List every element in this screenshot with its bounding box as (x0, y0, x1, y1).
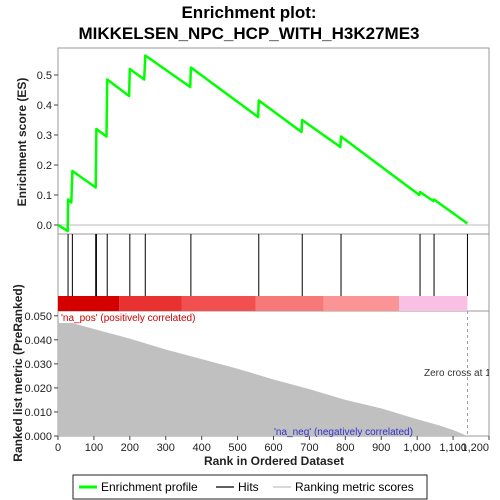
x-tick-label: 800 (336, 442, 354, 454)
legend-label-ranking-metric: Ranking metric scores (295, 480, 414, 494)
negative-correlation-annotation: 'na_neg' (negatively correlated) (274, 427, 413, 438)
x-tick-label: 400 (192, 442, 210, 454)
es-y-tick-label: 0.3 (37, 130, 52, 142)
es-y-tick-label: 0.4 (37, 100, 52, 112)
chart-title-line-1: Enrichment plot: (181, 3, 316, 22)
ranking-color-segment (255, 296, 324, 311)
metric-y-tick-label: 0.000 (24, 431, 52, 443)
es-y-tick-label: 0.5 (37, 70, 52, 82)
metric-axis-label: Ranked list metric (PreRanked) (11, 284, 25, 461)
ranking-color-segment (323, 296, 400, 311)
zero-cross-annotation: Zero cross at 1140 (424, 368, 500, 379)
es-y-tick-label: 0.0 (37, 220, 52, 232)
legend-label-hits: Hits (238, 480, 259, 494)
x-tick-label: 1,000 (403, 442, 431, 454)
es-axis-label: Enrichment score (ES) (15, 78, 29, 207)
x-tick-label: 100 (85, 442, 103, 454)
legend-box (72, 474, 428, 500)
metric-y-tick-label: 0.050 (24, 311, 52, 323)
chart-title-line-2: MIKKELSEN_NPC_HCP_WITH_H3K27ME3 (78, 24, 419, 43)
x-tick-label: 1,100 (439, 442, 467, 454)
es-y-tick-label: 0.2 (37, 160, 52, 172)
metric-y-tick-label: 0.040 (24, 335, 52, 347)
x-tick-label: 500 (228, 442, 246, 454)
metric-y-tick-label: 0.030 (24, 359, 52, 371)
ranking-color-segment (58, 296, 120, 311)
legend: Enrichment profile Hits Ranking metric s… (72, 474, 428, 500)
ranking-color-segment (181, 296, 256, 311)
x-tick-label: 200 (121, 442, 139, 454)
x-tick-label: 600 (264, 442, 282, 454)
es-panel-frame (57, 47, 490, 235)
ranking-metric-area (58, 311, 468, 436)
x-tick-label: 1,200 (461, 442, 489, 454)
metric-y-tick-label: 0.010 (24, 407, 52, 419)
x-tick-label: 700 (300, 442, 318, 454)
legend-label-enrichment-profile: Enrichment profile (101, 480, 198, 494)
x-tick-label: 300 (157, 442, 175, 454)
x-tick-label: 0 (55, 442, 61, 454)
ranking-color-segment (119, 296, 182, 311)
ranking-color-segment (399, 296, 468, 311)
x-tick-label: 900 (372, 442, 390, 454)
es-y-tick-label: 0.1 (37, 190, 52, 202)
x-axis-label: Rank in Ordered Dataset (204, 454, 344, 468)
metric-y-tick-label: 0.020 (24, 383, 52, 395)
positive-correlation-annotation: 'na_pos' (positively correlated) (61, 313, 195, 324)
enrichment-profile-line (57, 54, 469, 233)
